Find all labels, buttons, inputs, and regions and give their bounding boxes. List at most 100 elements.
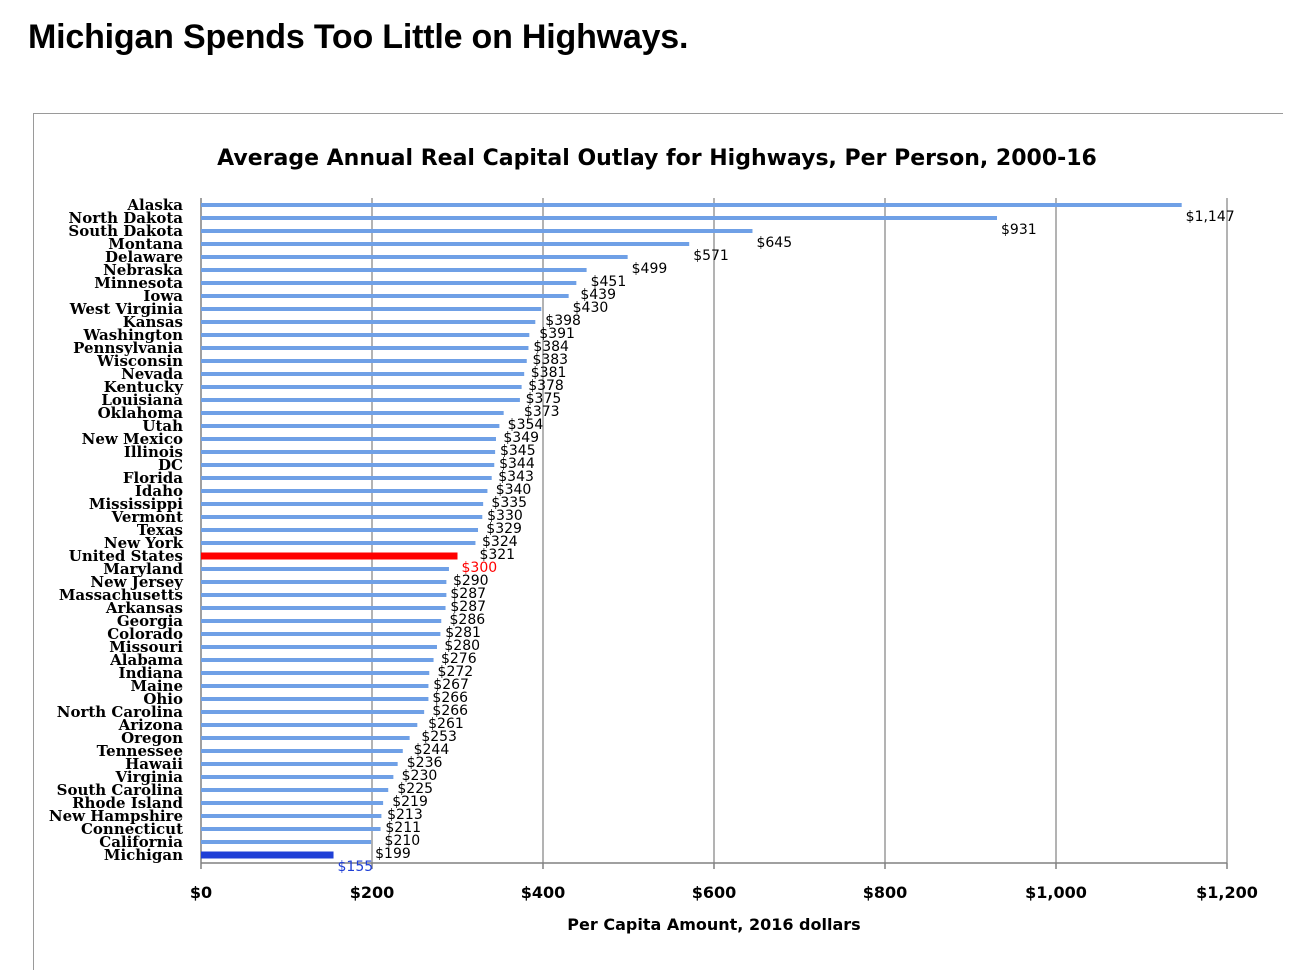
category-label: Illinois: [124, 443, 183, 461]
value-label: $300: [462, 560, 498, 576]
bar-louisiana: [201, 398, 520, 402]
bar-iowa: [201, 294, 569, 298]
category-label: Virginia: [115, 768, 184, 786]
value-label: $645: [756, 235, 792, 251]
x-tick-label: $400: [521, 883, 566, 902]
value-label: $211: [385, 820, 421, 836]
page-title: Michigan Spends Too Little on Highways.: [28, 18, 689, 56]
bar-pennsylvania: [201, 346, 529, 350]
bars: [201, 203, 1182, 859]
category-label: Missouri: [109, 638, 183, 656]
value-label: $499: [632, 261, 668, 277]
bar-north-dakota: [201, 216, 998, 220]
category-label: Nevada: [121, 365, 183, 383]
bar-nevada: [201, 372, 525, 376]
bar-kansas: [201, 320, 536, 324]
bar-connecticut: [201, 827, 381, 831]
value-label: $276: [441, 651, 477, 667]
value-label: $281: [445, 625, 481, 641]
category-label: New York: [104, 534, 184, 552]
bar-wisconsin: [201, 359, 527, 363]
bar-alaska: [201, 203, 1182, 207]
value-label: $261: [428, 716, 464, 732]
bar-colorado: [201, 632, 441, 636]
value-label: $391: [539, 326, 575, 342]
bar-mississippi: [201, 502, 484, 506]
category-label: Mississippi: [89, 495, 183, 513]
value-label: $335: [491, 495, 527, 511]
category-label: Rhode Island: [72, 794, 183, 812]
category-label: Minnesota: [94, 274, 183, 292]
value-label: $571: [693, 248, 729, 264]
chart-frame: [33, 113, 1283, 970]
category-label: Hawaii: [125, 755, 183, 773]
bar-missouri: [201, 645, 437, 649]
x-tick-label: $600: [692, 883, 737, 902]
value-label: $451: [591, 274, 627, 290]
bar-georgia: [201, 619, 442, 623]
category-label: West Virginia: [69, 300, 184, 318]
x-tick-label: $800: [863, 883, 908, 902]
bar-illinois: [201, 450, 496, 454]
bar-new-york: [201, 541, 476, 545]
bar-oregon: [201, 736, 410, 740]
category-label: New Jersey: [90, 573, 184, 591]
bar-new-jersey: [201, 580, 447, 584]
category-label: Louisiana: [101, 391, 183, 409]
bar-rhode-island: [201, 801, 384, 805]
bar-massachusetts: [201, 593, 447, 597]
category-label: Tennessee: [97, 742, 183, 760]
value-label: $253: [421, 729, 457, 745]
category-label: Massachusetts: [59, 586, 183, 604]
category-label: Oklahoma: [98, 404, 184, 422]
bar-montana: [201, 242, 690, 246]
bar-nebraska: [201, 268, 587, 272]
value-label: $378: [528, 378, 564, 394]
value-label: $343: [498, 469, 534, 485]
value-labels: $1,147$931$645$571$499$451$439$430$398$3…: [338, 209, 1235, 875]
bar-minnesota: [201, 281, 577, 285]
category-label: Ohio: [143, 690, 183, 708]
category-label: New Hampshire: [49, 807, 183, 825]
gridlines: [200, 198, 1228, 869]
value-label: $381: [531, 365, 567, 381]
category-label: South Dakota: [68, 222, 183, 240]
category-label: North Carolina: [57, 703, 184, 721]
category-label: Idaho: [135, 482, 183, 500]
category-label: Alaska: [126, 196, 183, 214]
value-label: $354: [508, 417, 544, 433]
x-tick-labels: $0 $200 $400 $600 $800 $1,000 $1,200: [190, 883, 1258, 902]
category-label: Wisconsin: [96, 352, 183, 370]
value-label: $321: [479, 547, 515, 563]
category-label: Michigan: [104, 846, 183, 864]
category-label: Oregon: [121, 729, 183, 747]
category-label: United States: [69, 547, 183, 565]
category-label: Kentucky: [104, 378, 185, 396]
bar-indiana: [201, 671, 430, 675]
value-label: $267: [433, 677, 469, 693]
value-label: $398: [545, 313, 581, 329]
value-label: $345: [500, 443, 536, 459]
value-label: $375: [526, 391, 562, 407]
bar-arizona: [201, 723, 418, 727]
x-tick-label: $1,200: [1196, 883, 1258, 902]
category-label: DC: [158, 456, 183, 474]
bar-oklahoma: [201, 411, 504, 415]
value-label: $384: [533, 339, 569, 355]
value-label: $266: [432, 690, 468, 706]
bar-florida: [201, 476, 492, 480]
bar-ohio: [201, 697, 429, 701]
value-label: $286: [450, 612, 486, 628]
category-label: Kansas: [123, 313, 183, 331]
category-label: Alabama: [109, 651, 183, 669]
value-label: $344: [499, 456, 535, 472]
category-label: Arizona: [118, 716, 184, 734]
x-tick-label: $1,000: [1025, 883, 1087, 902]
category-label: Maine: [131, 677, 183, 695]
x-tick-label: $200: [350, 883, 395, 902]
category-label: Colorado: [107, 625, 183, 643]
category-label: Utah: [142, 417, 183, 435]
value-label: $210: [385, 833, 421, 849]
